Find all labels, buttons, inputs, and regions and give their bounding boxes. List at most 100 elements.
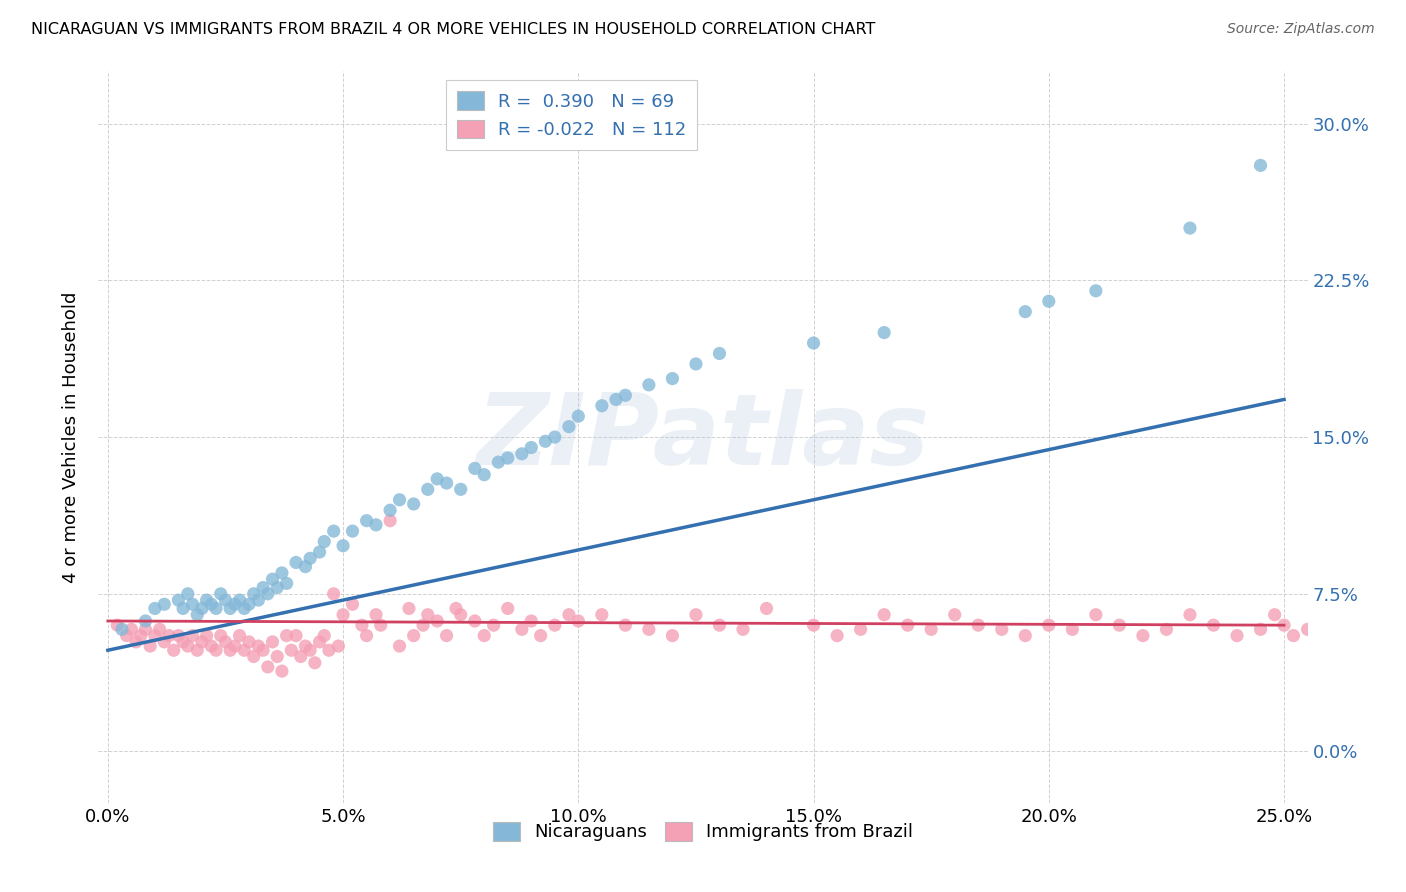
Point	[685, 357, 707, 371]
Point	[370, 618, 392, 632]
Point	[496, 450, 519, 465]
Point	[520, 441, 543, 455]
Point	[299, 551, 322, 566]
Point	[1391, 629, 1406, 643]
Point	[605, 392, 627, 407]
Point	[943, 607, 966, 622]
Point	[388, 492, 411, 507]
Point	[294, 639, 316, 653]
Point	[920, 623, 942, 637]
Point	[242, 649, 264, 664]
Point	[1084, 607, 1107, 622]
Point	[558, 607, 581, 622]
Point	[209, 629, 232, 643]
Point	[332, 607, 354, 622]
Point	[1320, 629, 1343, 643]
Point	[332, 539, 354, 553]
Point	[803, 336, 825, 351]
Point	[464, 461, 486, 475]
Point	[233, 643, 256, 657]
Point	[534, 434, 557, 449]
Point	[450, 607, 472, 622]
Point	[111, 623, 134, 637]
Point	[219, 643, 242, 657]
Point	[1014, 629, 1036, 643]
Point	[1038, 618, 1060, 632]
Point	[200, 597, 222, 611]
Point	[482, 618, 505, 632]
Point	[709, 346, 731, 360]
Point	[378, 514, 401, 528]
Point	[318, 643, 340, 657]
Point	[803, 618, 825, 632]
Text: ZIPatlas: ZIPatlas	[477, 389, 929, 485]
Point	[426, 472, 449, 486]
Point	[1062, 623, 1084, 637]
Point	[186, 643, 208, 657]
Point	[195, 629, 218, 643]
Point	[638, 623, 661, 637]
Point	[163, 643, 186, 657]
Point	[139, 639, 162, 653]
Point	[134, 614, 156, 628]
Point	[271, 664, 294, 678]
Point	[1038, 294, 1060, 309]
Point	[322, 587, 344, 601]
Point	[186, 607, 208, 622]
Point	[252, 581, 274, 595]
Point	[1250, 623, 1272, 637]
Point	[228, 593, 250, 607]
Point	[496, 601, 519, 615]
Point	[567, 614, 589, 628]
Point	[228, 629, 250, 643]
Point	[614, 388, 637, 402]
Point	[402, 629, 425, 643]
Point	[530, 629, 553, 643]
Point	[177, 639, 200, 653]
Point	[252, 643, 274, 657]
Point	[328, 639, 350, 653]
Point	[214, 593, 236, 607]
Point	[134, 623, 156, 637]
Point	[247, 639, 270, 653]
Point	[1178, 607, 1201, 622]
Point	[299, 643, 322, 657]
Point	[849, 623, 872, 637]
Point	[544, 430, 567, 444]
Point	[1343, 618, 1365, 632]
Y-axis label: 4 or more Vehicles in Household: 4 or more Vehicles in Household	[62, 292, 80, 582]
Point	[266, 649, 288, 664]
Point	[472, 467, 495, 482]
Point	[314, 629, 336, 643]
Point	[276, 629, 298, 643]
Point	[755, 601, 778, 615]
Point	[412, 618, 434, 632]
Point	[143, 629, 166, 643]
Point	[472, 629, 495, 643]
Point	[825, 629, 848, 643]
Point	[897, 618, 920, 632]
Point	[153, 597, 176, 611]
Text: NICARAGUAN VS IMMIGRANTS FROM BRAZIL 4 OR MORE VEHICLES IN HOUSEHOLD CORRELATION: NICARAGUAN VS IMMIGRANTS FROM BRAZIL 4 O…	[31, 22, 876, 37]
Point	[214, 635, 236, 649]
Point	[486, 455, 509, 469]
Point	[308, 635, 330, 649]
Text: Source: ZipAtlas.com: Source: ZipAtlas.com	[1227, 22, 1375, 37]
Point	[614, 618, 637, 632]
Point	[1108, 618, 1130, 632]
Point	[364, 607, 387, 622]
Point	[172, 635, 194, 649]
Point	[661, 629, 683, 643]
Point	[304, 656, 326, 670]
Point	[342, 597, 364, 611]
Point	[262, 635, 284, 649]
Point	[1202, 618, 1225, 632]
Point	[364, 517, 387, 532]
Point	[276, 576, 298, 591]
Point	[1272, 618, 1295, 632]
Point	[1310, 635, 1333, 649]
Point	[200, 639, 222, 653]
Point	[591, 399, 613, 413]
Point	[285, 556, 308, 570]
Point	[356, 629, 378, 643]
